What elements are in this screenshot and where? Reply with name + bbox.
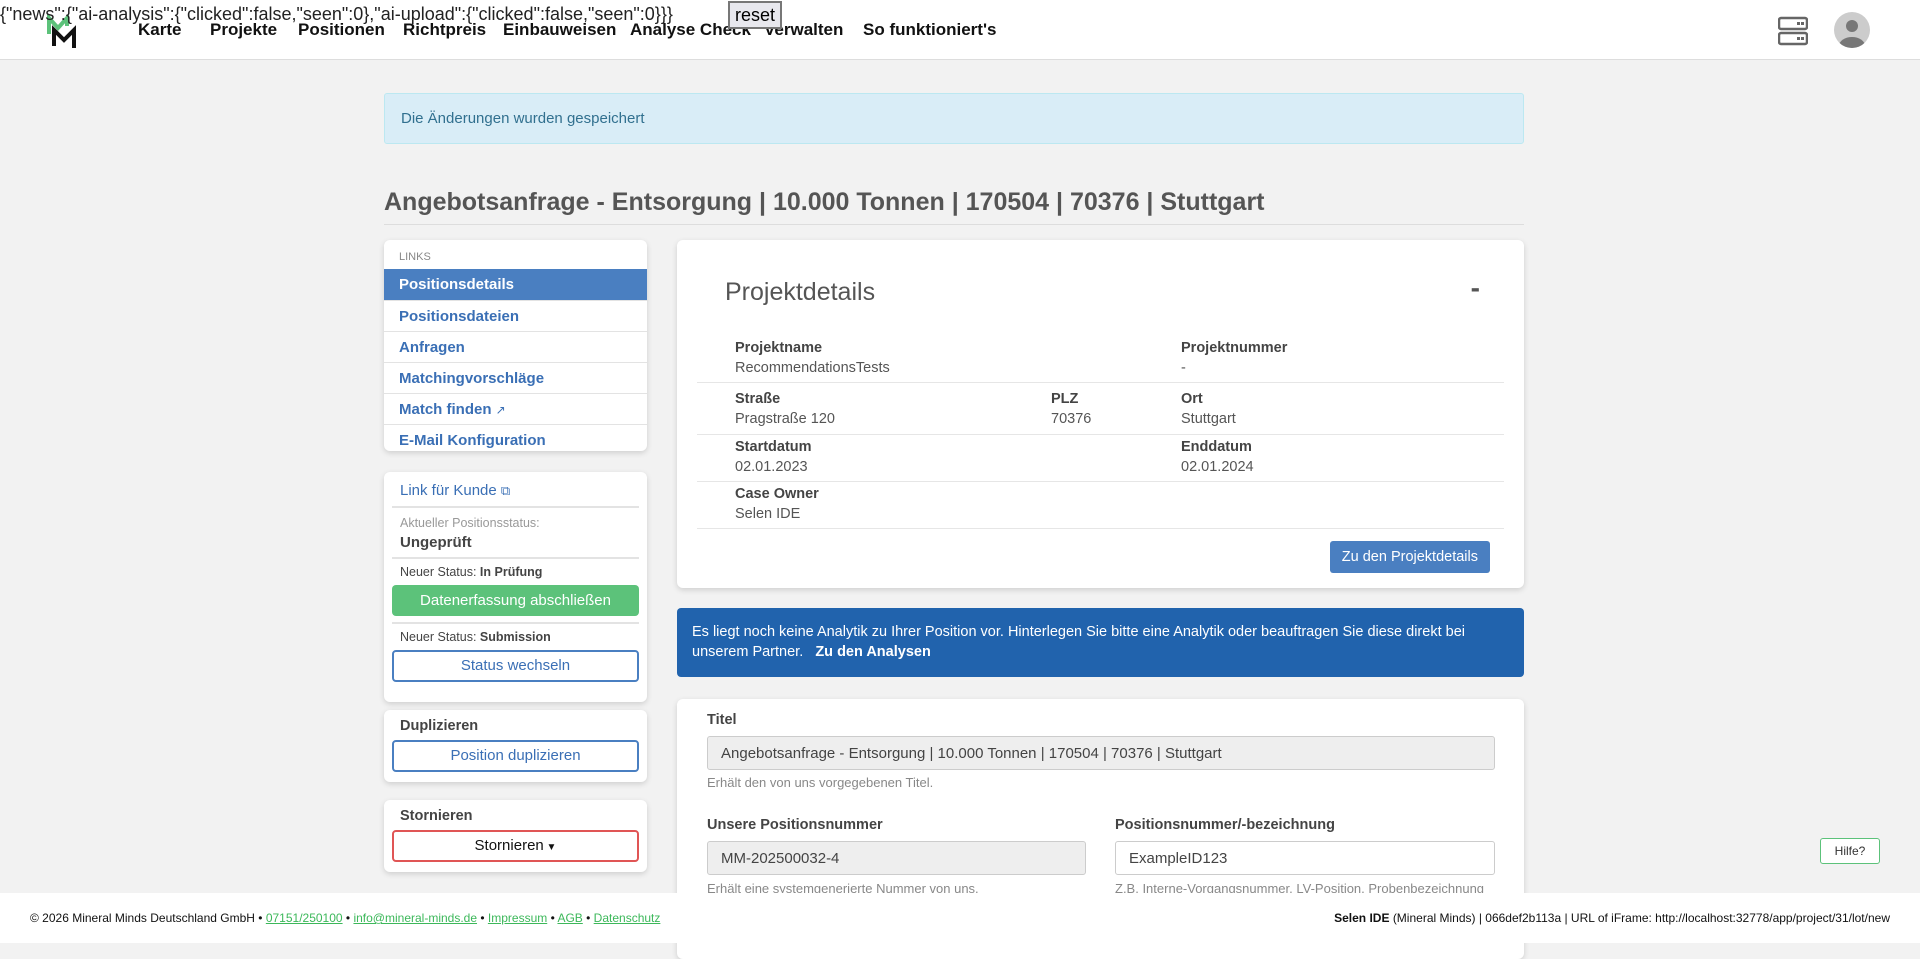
zip-value: 70376 [1051, 411, 1092, 427]
street-value: Pragstraße 120 [735, 411, 835, 427]
duplicate-card: Duplizieren Position duplizieren [384, 710, 647, 782]
nav-analyse-check[interactable]: Analyse Check [630, 20, 751, 39]
external-link-icon: ↗ [495, 403, 506, 417]
nav-einbauweisen[interactable]: Einbauweisen [503, 20, 617, 39]
city-label: Ort [1181, 391, 1203, 407]
footer-phone-link[interactable]: 07151/250100 [265, 911, 343, 925]
project-details-button[interactable]: Zu den Projektdetails [1329, 541, 1490, 573]
collapse-button[interactable]: - [1470, 272, 1480, 303]
footer-datenschutz-link[interactable]: Datenschutz [593, 911, 661, 925]
title-field[interactable]: Angebotsanfrage - Entsorgung | 10.000 To… [707, 736, 1495, 770]
start-date-value: 02.01.2023 [735, 459, 808, 475]
page-title: Angebotsanfrage - Entsorgung | 10.000 To… [384, 188, 1265, 216]
duplicate-title: Duplizieren [400, 718, 479, 734]
reset-button[interactable]: reset [728, 1, 783, 29]
debug-state-text: {"news":{"ai-analysis":{"clicked":false,… [0, 4, 673, 24]
new-status-value: In Prüfung [479, 565, 543, 579]
zip-label: PLZ [1051, 391, 1079, 407]
project-number-label: Projektnummer [1181, 340, 1288, 356]
nav-richtpreis[interactable]: Richtpreis [403, 20, 487, 39]
footer-left: © 2026 Mineral Minds Deutschland GmbH • … [30, 911, 661, 925]
analytics-link[interactable]: Zu den Analysen [815, 644, 931, 660]
help-button[interactable]: Hilfe? [1820, 838, 1880, 864]
nav-projekte[interactable]: Projekte [210, 20, 278, 39]
city-value: Stuttgart [1181, 411, 1236, 427]
position-number-help: Z.B. Interne-Vorgangsnummer, LV-Position… [1115, 881, 1485, 896]
title-divider [384, 224, 1524, 225]
sidebar-link-anfragen[interactable]: Anfragen [384, 331, 647, 362]
cancel-title: Stornieren [400, 808, 473, 824]
nav-so-funktionierts[interactable]: So funktioniert's [863, 20, 997, 39]
server-icon[interactable] [1778, 16, 1808, 46]
sidebar-link-positionsdetails[interactable]: Positionsdetails [384, 269, 647, 300]
position-number-label: Positionsnummer/-bezeichnung [1115, 817, 1335, 833]
project-number-value: - [1181, 360, 1186, 376]
sidebar-link-match-finden[interactable]: Match finden ↗ [384, 393, 647, 424]
new-status-prefix: Neuer Status: [400, 630, 477, 644]
nav-positionen[interactable]: Positionen [298, 20, 385, 39]
sidebar-link-matchingvorschlaege[interactable]: Matchingvorschläge [384, 362, 647, 393]
our-number-label: Unsere Positionsnummer [707, 817, 883, 833]
project-name-value: RecommendationsTests [735, 360, 890, 376]
match-finden-label: Match finden [399, 401, 492, 418]
project-name-label: Projektname [735, 340, 823, 356]
end-date-label: Enddatum [1181, 439, 1252, 455]
footer-user: Selen IDE [1334, 911, 1390, 925]
links-card: LINKS Positionsdetails Positionsdateien … [384, 240, 647, 451]
footer-impressum-link[interactable]: Impressum [487, 911, 548, 925]
start-date-label: Startdatum [735, 439, 812, 455]
cancel-dropdown-button[interactable]: Stornieren ▼ [392, 830, 639, 862]
title-help: Erhält den von uns vorgegebenen Titel. [707, 775, 934, 790]
our-number-help: Erhält eine systemgenerierte Nummer von … [707, 881, 979, 896]
copy-icon: ⧉ [500, 483, 511, 498]
case-owner-value: Selen IDE [735, 506, 801, 522]
sidebar-link-email-konfiguration[interactable]: E-Mail Konfiguration [384, 424, 647, 451]
status-card: Link für Kunde ⧉ Aktueller Positionsstat… [384, 472, 647, 702]
new-status-prefix: Neuer Status: [400, 565, 477, 579]
footer-info: (Mineral Minds) | 066def2b113a | URL of … [1392, 911, 1890, 925]
project-details-card: Projektdetails - Projektname Recommendati… [677, 240, 1524, 588]
caret-down-icon: ▼ [543, 842, 557, 853]
footer-email-link[interactable]: info@mineral-minds.de [353, 911, 478, 925]
mineral-minds-logo[interactable] [46, 12, 84, 48]
cancel-card: Stornieren Stornieren ▼ [384, 800, 647, 872]
case-owner-label: Case Owner [735, 486, 819, 502]
sidebar-link-positionsdateien[interactable]: Positionsdateien [384, 300, 647, 331]
our-number-field[interactable]: MM-202500032-4 [707, 841, 1086, 875]
change-status-button[interactable]: Status wechseln [392, 650, 639, 682]
title-field-label: Titel [707, 712, 737, 728]
nav-karte[interactable]: Karte [138, 20, 182, 39]
customer-link-label: Link für Kunde [400, 482, 497, 499]
duplicate-position-button[interactable]: Position duplizieren [392, 740, 639, 772]
analytics-info-banner: Es liegt noch keine Analytik zu Ihrer Po… [677, 608, 1524, 677]
footer-agb-link[interactable]: AGB [557, 911, 583, 925]
footer-right: Selen IDE (Mineral Minds) | 066def2b113a… [1334, 911, 1890, 925]
cancel-label: Stornieren [474, 837, 544, 854]
street-label: Straße [735, 391, 781, 407]
footer-copyright: © 2026 Mineral Minds Deutschland GmbH [30, 911, 255, 925]
complete-data-entry-button[interactable]: Datenerfassung abschließen [392, 585, 639, 616]
current-status-value: Ungeprüft [400, 534, 472, 551]
user-avatar[interactable] [1834, 12, 1870, 48]
analytics-info-text: Es liegt noch keine Analytik zu Ihrer Po… [692, 624, 1465, 660]
current-status-label: Aktueller Positionsstatus: [400, 516, 540, 530]
new-status-value: Submission [479, 630, 551, 644]
position-number-input[interactable]: ExampleID123 [1115, 841, 1495, 875]
customer-link[interactable]: Link für Kunde ⧉ [392, 472, 639, 508]
links-header: LINKS [399, 251, 431, 263]
footer: © 2026 Mineral Minds Deutschland GmbH • … [0, 893, 1920, 943]
nav-verwalten[interactable]: Verwalten [764, 20, 844, 39]
navbar: Karte Projekte Positionen Richtpreis Ein… [0, 0, 1920, 60]
end-date-value: 02.01.2024 [1181, 459, 1254, 475]
success-alert: Die Änderungen wurden gespeichert [384, 93, 1524, 144]
project-details-title: Projektdetails [725, 278, 876, 306]
